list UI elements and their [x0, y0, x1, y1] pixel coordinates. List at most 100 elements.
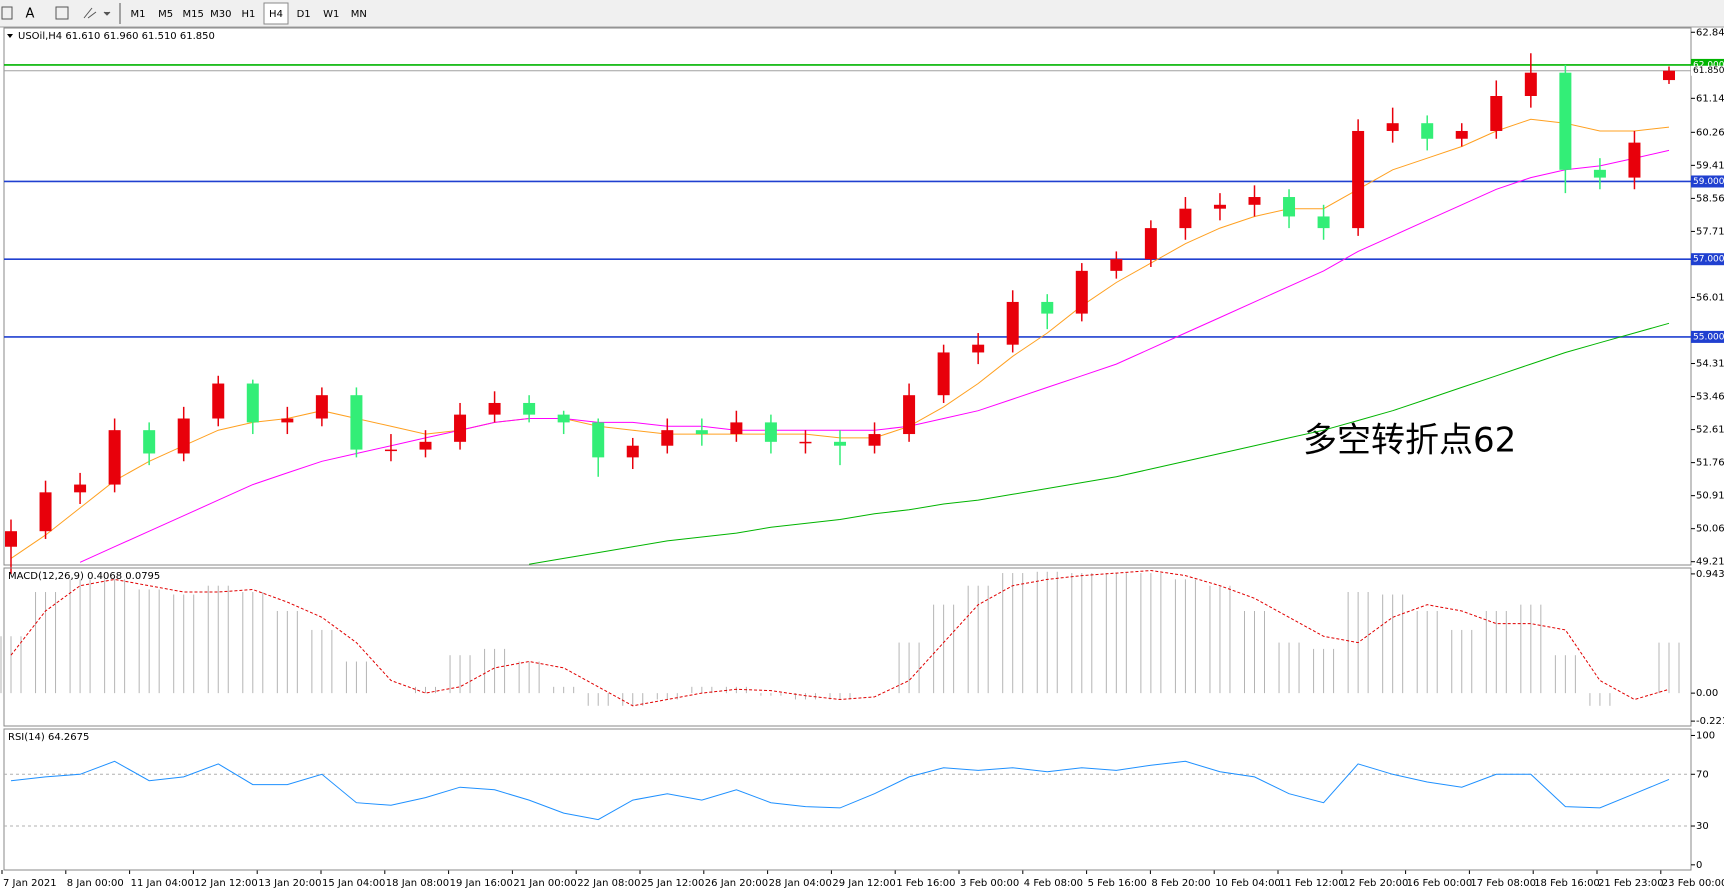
- timeframe-button[interactable]: W1: [323, 9, 339, 20]
- candle-body: [557, 414, 570, 423]
- x-tick-label: 12 Jan 12:00: [194, 878, 257, 889]
- x-tick-label: 19 Jan 16:00: [450, 878, 513, 889]
- x-tick-label: 8 Jan 00:00: [67, 878, 124, 889]
- y-tick-label: 53.465: [1696, 392, 1724, 403]
- y-tick-label: 58.565: [1696, 193, 1724, 204]
- candle-body: [1663, 70, 1675, 81]
- x-tick-label: 21 Jan 00:00: [513, 878, 576, 889]
- panel-frame: [3, 728, 1692, 871]
- candle-body: [39, 492, 52, 532]
- candle-body: [1144, 228, 1157, 260]
- candle-body: [1213, 204, 1226, 209]
- timeframe-button[interactable]: M1: [131, 9, 146, 20]
- x-tick-label: 7 Jan 2021: [3, 878, 57, 889]
- x-tick-label: 25 Jan 12:00: [641, 878, 704, 889]
- current-price-label: 61.850: [1693, 66, 1724, 76]
- moving-average: [10, 118, 1670, 559]
- candle-body: [903, 395, 916, 435]
- annotation: 多空转折点62: [1303, 421, 1516, 461]
- y-tick-label: 0: [1696, 860, 1702, 871]
- y-tick-label: 49.215: [1696, 557, 1724, 568]
- timeframe-button[interactable]: M30: [210, 9, 231, 20]
- candle-body: [5, 531, 17, 547]
- candle-body: [108, 430, 121, 485]
- level-label: 59.000: [1693, 177, 1724, 187]
- x-tick-label: 4 Feb 08:00: [1024, 878, 1083, 889]
- candle-body: [1006, 301, 1019, 345]
- candle-body: [350, 395, 363, 450]
- y-tick-label: 59.415: [1696, 160, 1724, 171]
- x-tick-label: 18 Jan 08:00: [386, 878, 449, 889]
- x-tick-label: 26 Jan 20:00: [705, 878, 768, 889]
- x-tick-label: 12 Feb 20:00: [1343, 878, 1409, 889]
- x-tick-label: 28 Jan 04:00: [769, 878, 832, 889]
- x-tick-label: 5 Feb 16:00: [1088, 878, 1147, 889]
- candle-body: [1421, 123, 1434, 139]
- y-tick-label: 56.015: [1696, 292, 1724, 303]
- icon: [103, 11, 111, 16]
- x-tick-label: 13 Jan 20:00: [258, 878, 321, 889]
- candle-body: [488, 402, 501, 415]
- candle-body: [799, 441, 812, 444]
- panel-title: MACD(12,26,9) 0.4068 0.0795: [8, 571, 160, 582]
- y-tick-label: 54.315: [1696, 359, 1724, 370]
- candle-body: [1455, 130, 1468, 139]
- candle-body: [523, 402, 536, 415]
- y-tick-label: 57.715: [1696, 226, 1724, 237]
- moving-average: [529, 322, 1670, 565]
- candle-body: [1628, 142, 1641, 178]
- candle-body: [1593, 169, 1606, 178]
- candle-body: [384, 449, 397, 452]
- level-label: 57.000: [1693, 255, 1724, 265]
- candle-body: [1041, 301, 1054, 314]
- y-tick-label: 70: [1696, 769, 1709, 780]
- candle-body: [212, 383, 225, 419]
- signal-line: [10, 569, 1670, 707]
- x-tick-label: 15 Jan 04:00: [322, 878, 385, 889]
- toolbar-icons: [1, 3, 121, 24]
- level-label: 55.000: [1693, 332, 1724, 342]
- candle-body: [1524, 72, 1537, 96]
- active-timeframe: [263, 2, 289, 25]
- toolbar: [0, 0, 1724, 27]
- y-tick-label: 30: [1696, 821, 1709, 832]
- panel-title: RSI(14) 64.2675: [8, 732, 89, 743]
- x-tick-label: 29 Jan 12:00: [832, 878, 895, 889]
- level-tag: [1691, 330, 1724, 343]
- candle-body: [419, 441, 432, 450]
- level-tag: [1691, 175, 1724, 188]
- x-tick-label: 17 Feb 08:00: [1470, 878, 1536, 889]
- timeframe-button[interactable]: MN: [351, 9, 367, 20]
- y-tick-label: 62.840: [1696, 27, 1724, 38]
- candle-body: [661, 430, 674, 446]
- timeframe-button[interactable]: H4: [269, 9, 283, 20]
- y-tick-label: 100: [1696, 730, 1715, 741]
- candle-body: [730, 422, 743, 435]
- timeframe-button[interactable]: D1: [297, 9, 311, 20]
- level-label: 62.000: [1693, 60, 1724, 70]
- candle-body: [1559, 72, 1572, 170]
- rsi-line: [10, 760, 1670, 821]
- x-tick-label: 18 Feb 16:00: [1534, 878, 1600, 889]
- timeframe-button[interactable]: M5: [158, 9, 173, 20]
- y-tick-label: 50.065: [1696, 524, 1724, 535]
- candle-body: [315, 395, 328, 419]
- candle-body: [1490, 95, 1503, 131]
- x-tick-label: 16 Feb 00:00: [1407, 878, 1473, 889]
- candle-body: [74, 484, 87, 493]
- timeframe-button[interactable]: H1: [241, 9, 255, 20]
- x-tick-label: 11 Feb 12:00: [1279, 878, 1345, 889]
- x-tick-label: 10 Feb 04:00: [1215, 878, 1281, 889]
- timeframe-button[interactable]: M15: [183, 9, 204, 20]
- x-tick-label: 23 Feb 00:00: [1662, 878, 1724, 889]
- candle-body: [1248, 197, 1261, 205]
- candle-body: [177, 418, 190, 454]
- moving-average: [79, 149, 1670, 563]
- current-price-tag: [1691, 65, 1724, 76]
- candle-body: [1075, 270, 1088, 314]
- y-tick-label: 61.140: [1696, 93, 1724, 104]
- candle-body: [592, 422, 605, 458]
- y-tick-label: 52.615: [1696, 425, 1724, 436]
- icon: [55, 6, 69, 20]
